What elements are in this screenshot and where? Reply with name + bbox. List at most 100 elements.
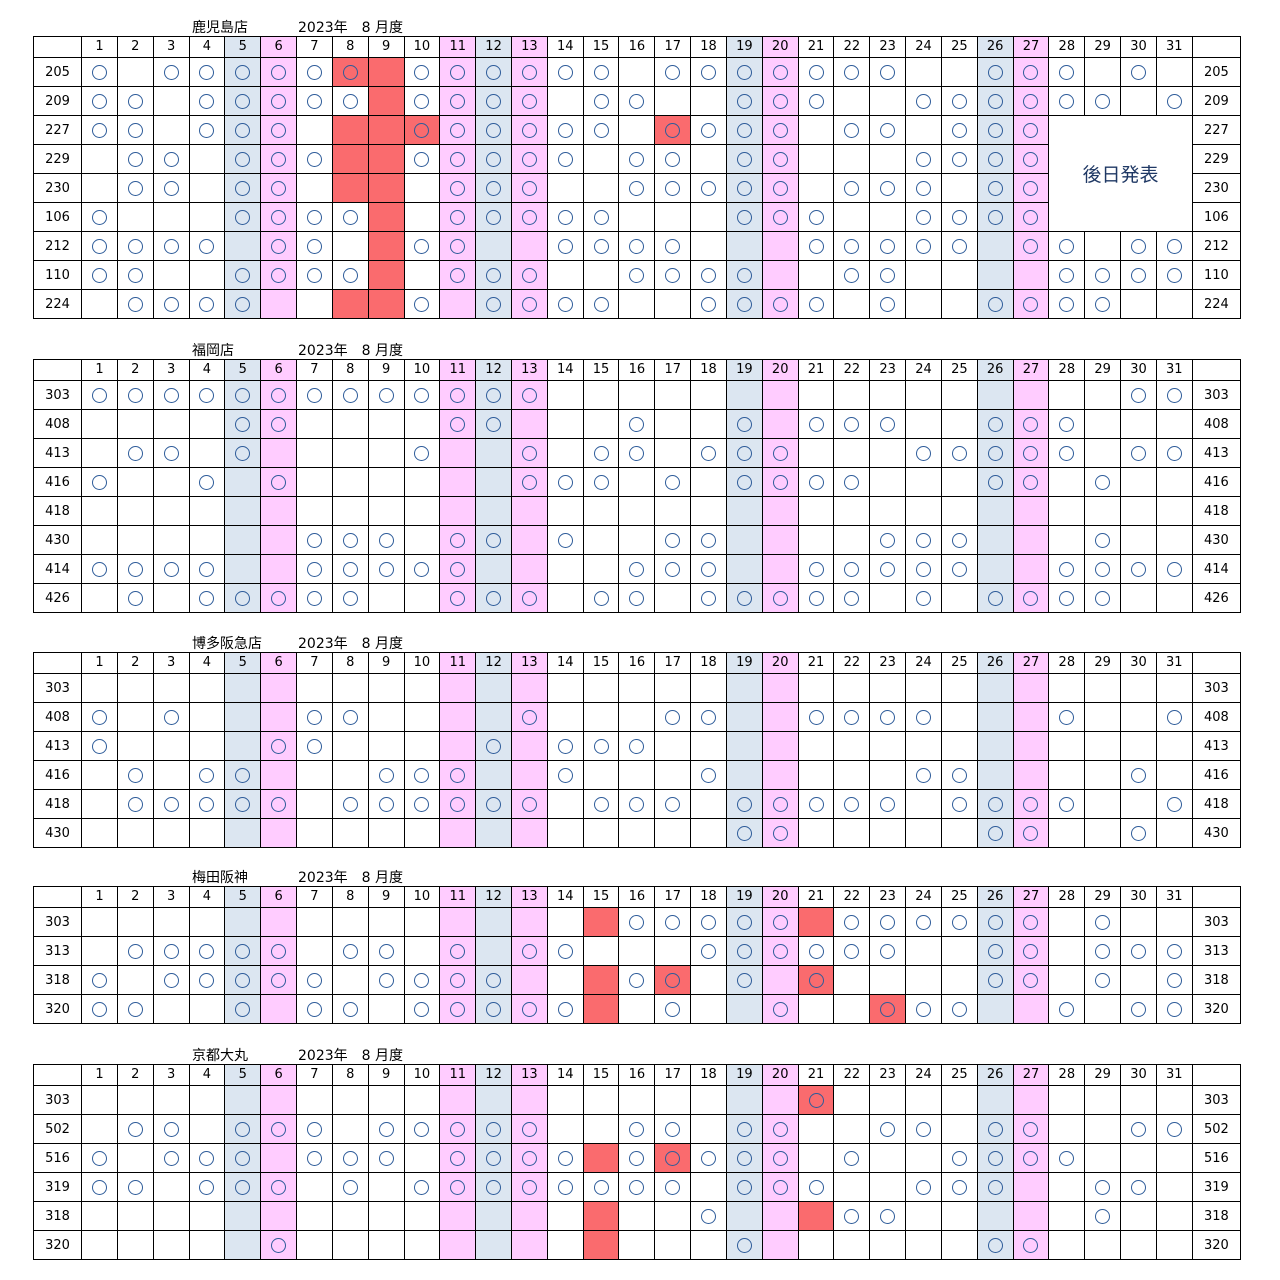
store-name: 梅田阪神 <box>192 870 248 886</box>
day-cell <box>690 144 727 174</box>
day-cell <box>940 818 978 848</box>
room-row: 430 430 <box>32 818 1242 848</box>
day-cell <box>797 173 835 203</box>
day-cell <box>188 525 226 555</box>
day-cell <box>725 818 763 848</box>
day-cell <box>296 289 333 319</box>
day-cell <box>1155 936 1193 966</box>
available-circle-icon <box>916 238 931 254</box>
day-cell <box>152 438 190 468</box>
day-cell <box>761 289 799 319</box>
day-cell <box>1012 231 1050 261</box>
day-cell <box>260 409 298 439</box>
available-circle-icon <box>235 1121 251 1137</box>
available-circle-icon <box>808 943 824 959</box>
day-header: 6 <box>260 1064 298 1086</box>
day-cell <box>690 554 727 584</box>
day-cell <box>546 907 584 937</box>
day-cell <box>618 907 656 937</box>
day-cell <box>582 525 620 555</box>
available-circle-icon <box>414 64 430 80</box>
available-circle-icon <box>342 93 358 109</box>
room-label: 205 <box>1191 57 1242 87</box>
day-header: 9 <box>367 359 405 381</box>
day-cell <box>1084 936 1122 966</box>
day-cell <box>116 289 154 319</box>
available-circle-icon <box>127 1121 143 1137</box>
day-cell <box>188 202 226 232</box>
day-cell <box>475 1230 512 1260</box>
day-cell <box>833 409 871 439</box>
day-header: 31 <box>1155 1064 1193 1086</box>
available-circle-icon <box>1023 296 1039 312</box>
day-cell <box>618 789 656 819</box>
day-cell <box>188 1085 226 1115</box>
day-cell <box>761 731 799 761</box>
available-circle-icon <box>1095 914 1111 930</box>
available-circle-icon <box>1130 825 1146 841</box>
day-cell <box>725 525 763 555</box>
day-cell <box>725 380 763 410</box>
day-cell <box>976 673 1014 703</box>
available-circle-icon <box>91 474 107 490</box>
available-circle-icon <box>665 796 681 812</box>
day-cell <box>582 1230 620 1260</box>
available-circle-icon <box>772 796 788 812</box>
available-circle-icon <box>1023 825 1039 841</box>
day-cell <box>367 673 405 703</box>
day-cell <box>761 1201 799 1231</box>
day-cell <box>116 144 154 174</box>
available-circle-icon <box>235 387 251 403</box>
available-circle-icon <box>271 64 287 80</box>
available-circle-icon <box>450 387 466 403</box>
day-cell <box>725 583 763 613</box>
day-cell <box>1048 260 1086 290</box>
announcement-note: 後日発表 <box>1048 115 1193 232</box>
available-circle-icon <box>736 1237 752 1253</box>
day-cell <box>510 1201 548 1231</box>
day-cell <box>833 496 871 526</box>
day-cell <box>439 57 477 87</box>
day-cell <box>224 789 262 819</box>
available-circle-icon <box>450 209 466 225</box>
room-label: 408 <box>32 409 83 439</box>
day-cell <box>618 1230 656 1260</box>
available-circle-icon <box>629 267 645 283</box>
available-circle-icon <box>1023 238 1039 254</box>
available-circle-icon <box>521 267 537 283</box>
available-circle-icon <box>521 93 537 109</box>
day-cell <box>439 173 477 203</box>
available-circle-icon <box>91 64 107 80</box>
day-cell <box>81 144 118 174</box>
schedule-table: 1 2 3 4 5 6 7 8 9 10 11 12 13 14 15 16 17 18 19 20 21 22 23 24 2… <box>32 36 1242 319</box>
available-circle-icon <box>629 561 645 577</box>
day-cell <box>869 731 907 761</box>
available-circle-icon <box>593 93 609 109</box>
available-circle-icon <box>808 972 824 988</box>
available-circle-icon <box>736 416 752 432</box>
day-cell <box>296 57 333 87</box>
room-label: 426 <box>1191 583 1242 613</box>
day-cell <box>296 994 333 1024</box>
day-cell <box>546 231 584 261</box>
day-cell <box>367 1230 405 1260</box>
day-cell <box>1012 438 1050 468</box>
day-cell <box>1084 965 1122 995</box>
available-circle-icon <box>486 532 502 548</box>
available-circle-icon <box>772 180 788 196</box>
day-cell <box>439 86 477 116</box>
day-cell <box>761 673 799 703</box>
room-label: 516 <box>1191 1143 1242 1173</box>
available-circle-icon <box>235 445 251 461</box>
day-cell <box>331 438 369 468</box>
available-circle-icon <box>199 93 215 109</box>
store-title: 福岡店 2023年 8 月度 <box>33 341 1241 361</box>
day-header: 20 <box>761 652 799 674</box>
day-cell <box>940 57 978 87</box>
day-cell <box>296 202 333 232</box>
available-circle-icon <box>342 561 358 577</box>
day-cell <box>1012 1143 1050 1173</box>
day-cell <box>116 818 154 848</box>
available-circle-icon <box>701 767 717 783</box>
day-cell <box>510 1085 548 1115</box>
